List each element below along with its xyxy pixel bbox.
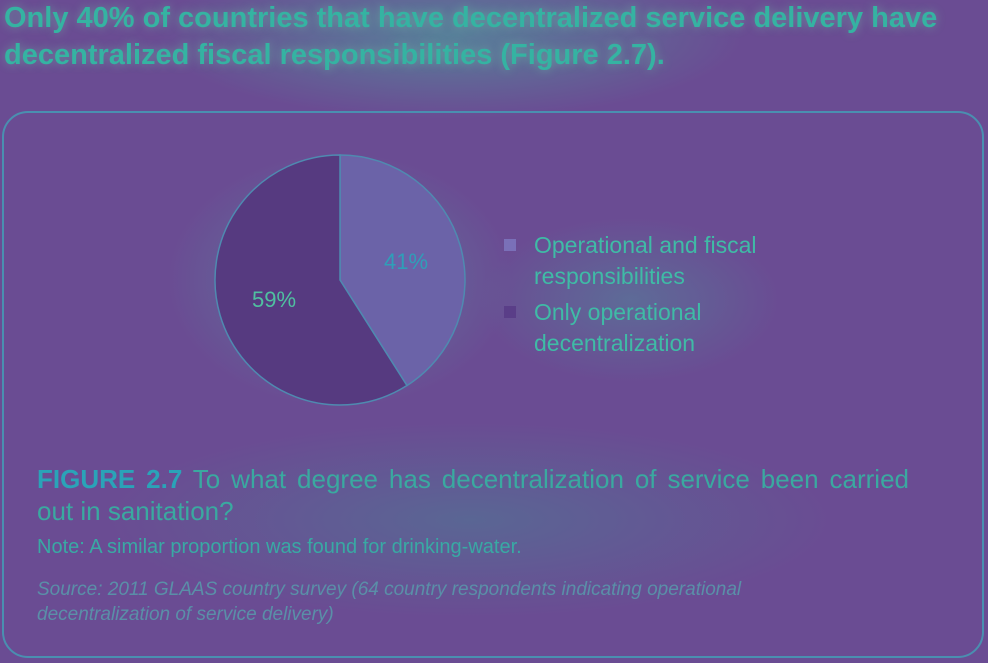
pie-labels: 41% 59%	[252, 249, 428, 312]
legend-item-operational: Only operational decentralization	[500, 297, 800, 359]
figure-note: Note: A similar proportion was found for…	[37, 536, 522, 558]
legend-swatch-fiscal	[504, 239, 516, 251]
headline: Only 40% of countries that have decentra…	[4, 2, 938, 71]
pie-chart: 41% 59%	[214, 154, 466, 406]
legend-swatch-operational	[504, 306, 516, 318]
legend-label-fiscal: Operational and fiscal responsibilities	[534, 232, 757, 289]
figure-caption-text: To what degree has decentralization of s…	[37, 464, 909, 526]
chart-legend: Operational and fiscal responsibilities …	[500, 230, 800, 364]
legend-label-operational: Only operational decentralization	[534, 299, 702, 356]
pie-label-operational: 59%	[252, 287, 296, 312]
pie-slices	[214, 154, 466, 406]
pie-slice-operational	[214, 154, 409, 406]
figure-source: Source: 2011 GLAAS country survey (64 co…	[37, 579, 742, 625]
figure-caption: FIGURE 2.7 To what degree has decentrali…	[37, 463, 909, 527]
figure-label: FIGURE 2.7	[37, 464, 183, 494]
legend-item-fiscal: Operational and fiscal responsibilities	[500, 230, 800, 292]
figure-panel	[2, 111, 984, 658]
pie-label-fiscal: 41%	[384, 249, 428, 274]
